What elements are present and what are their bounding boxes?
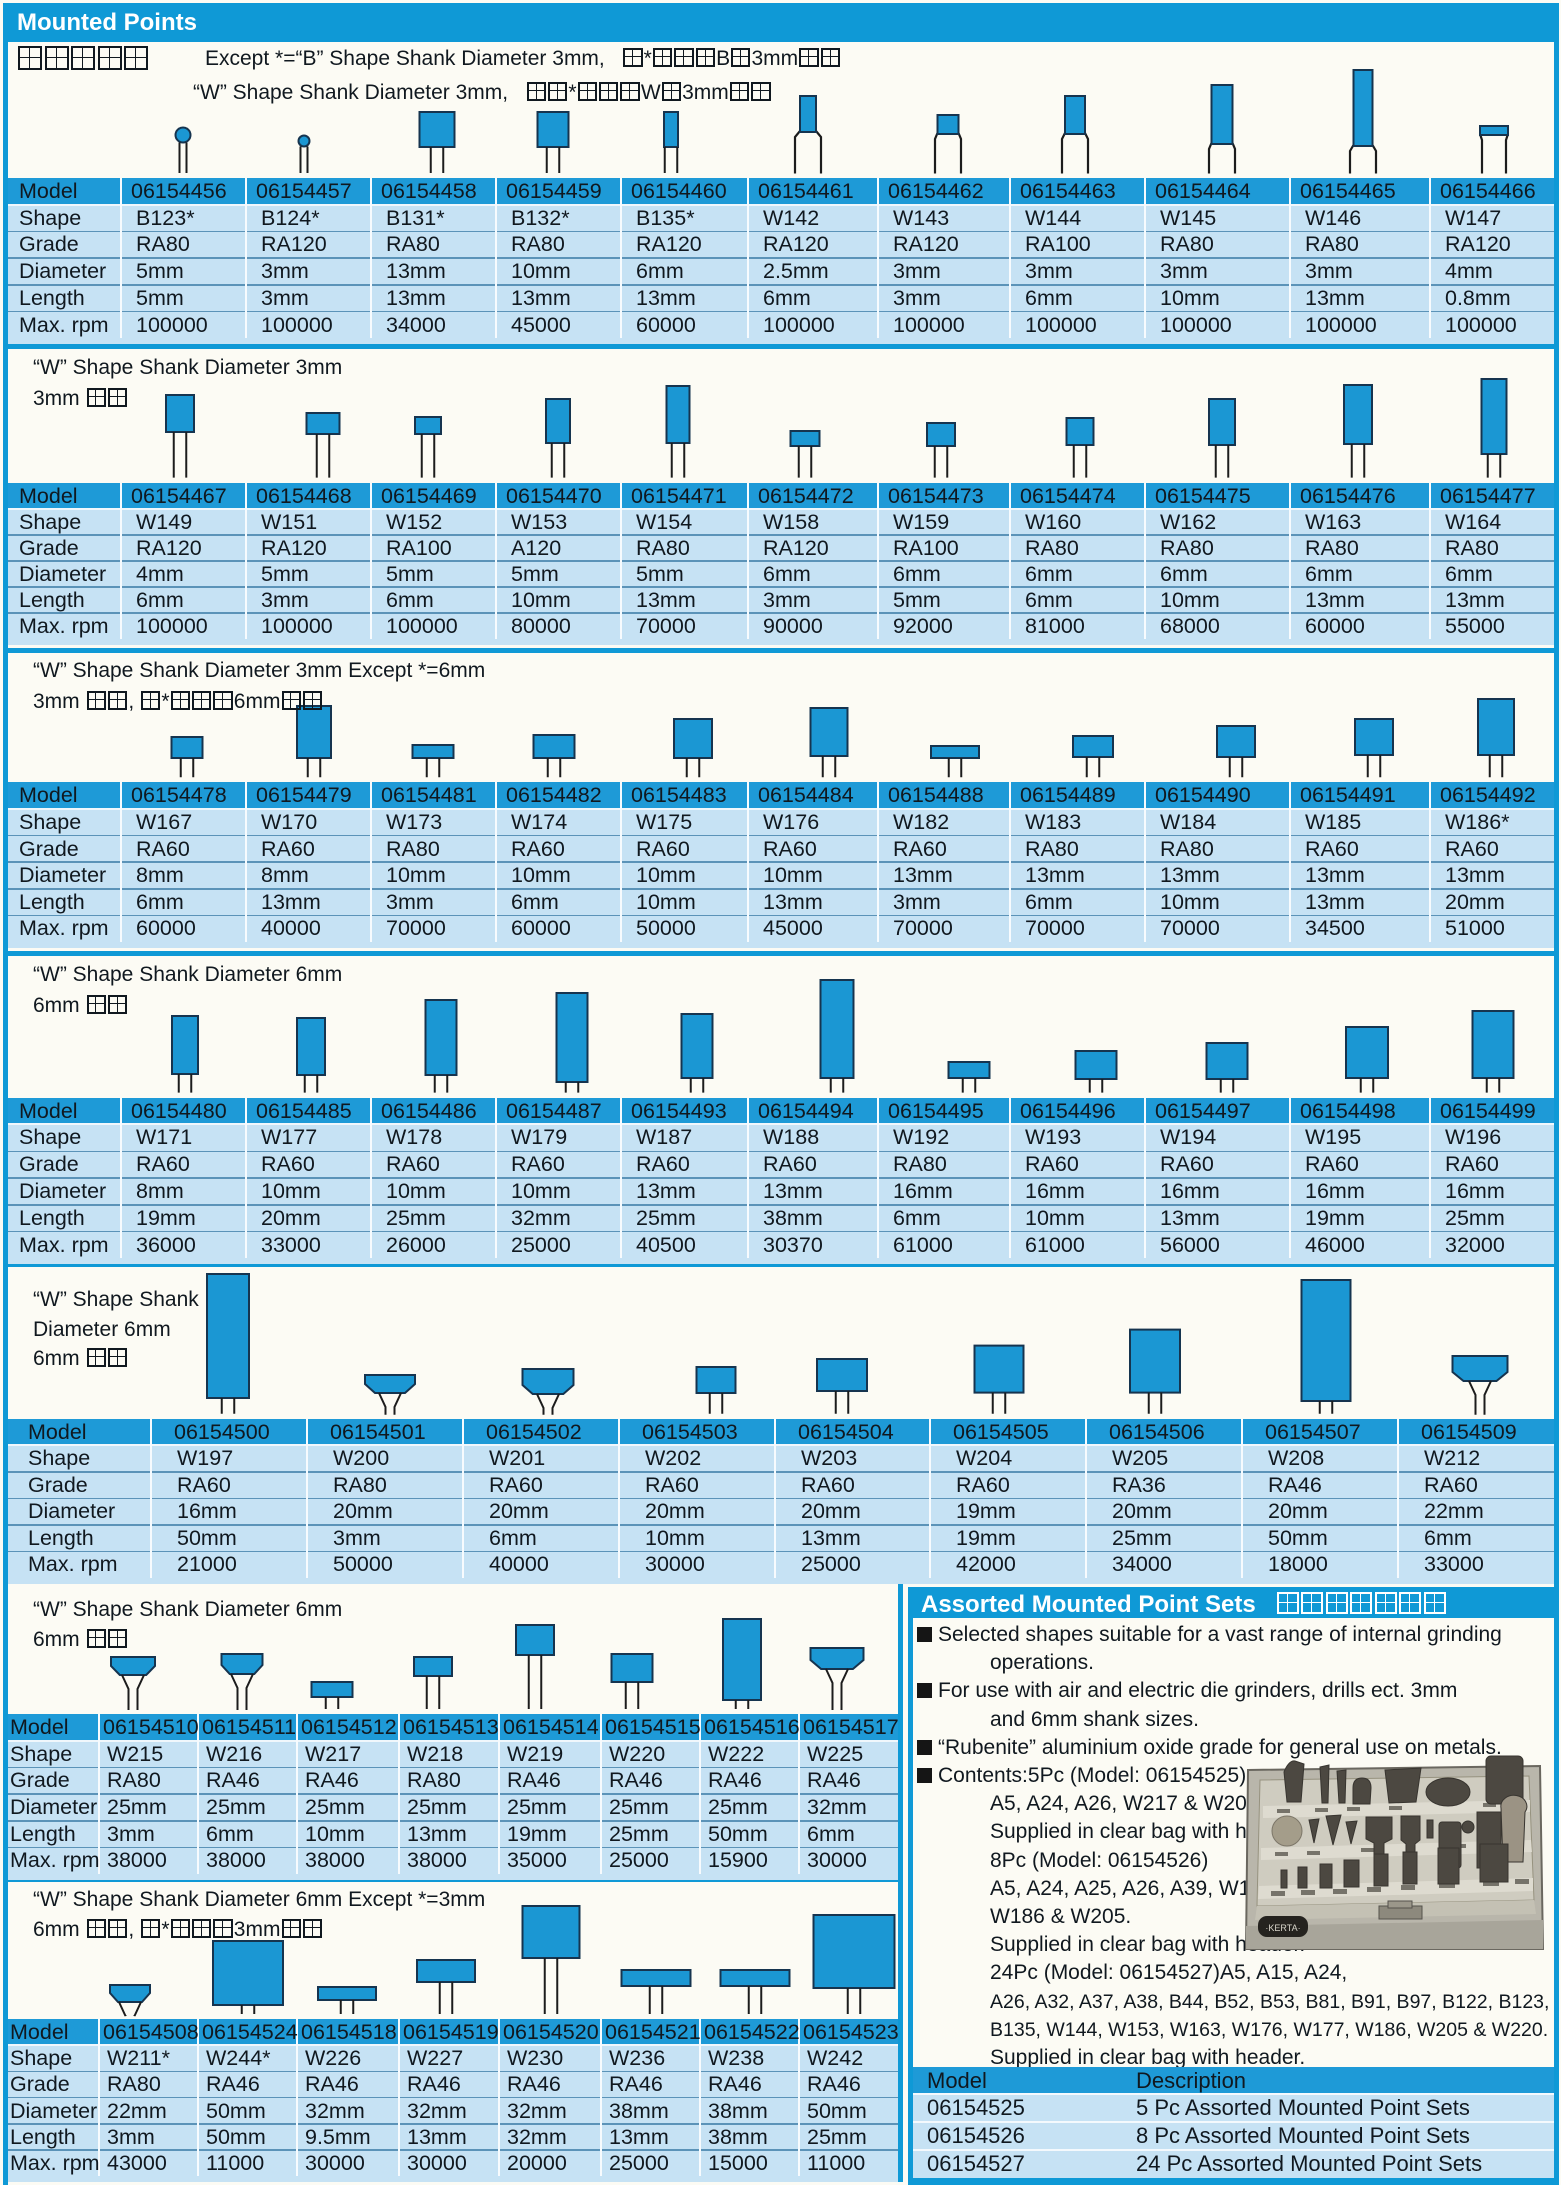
svg-text:·KERTA·: ·KERTA· (1265, 1923, 1300, 1933)
